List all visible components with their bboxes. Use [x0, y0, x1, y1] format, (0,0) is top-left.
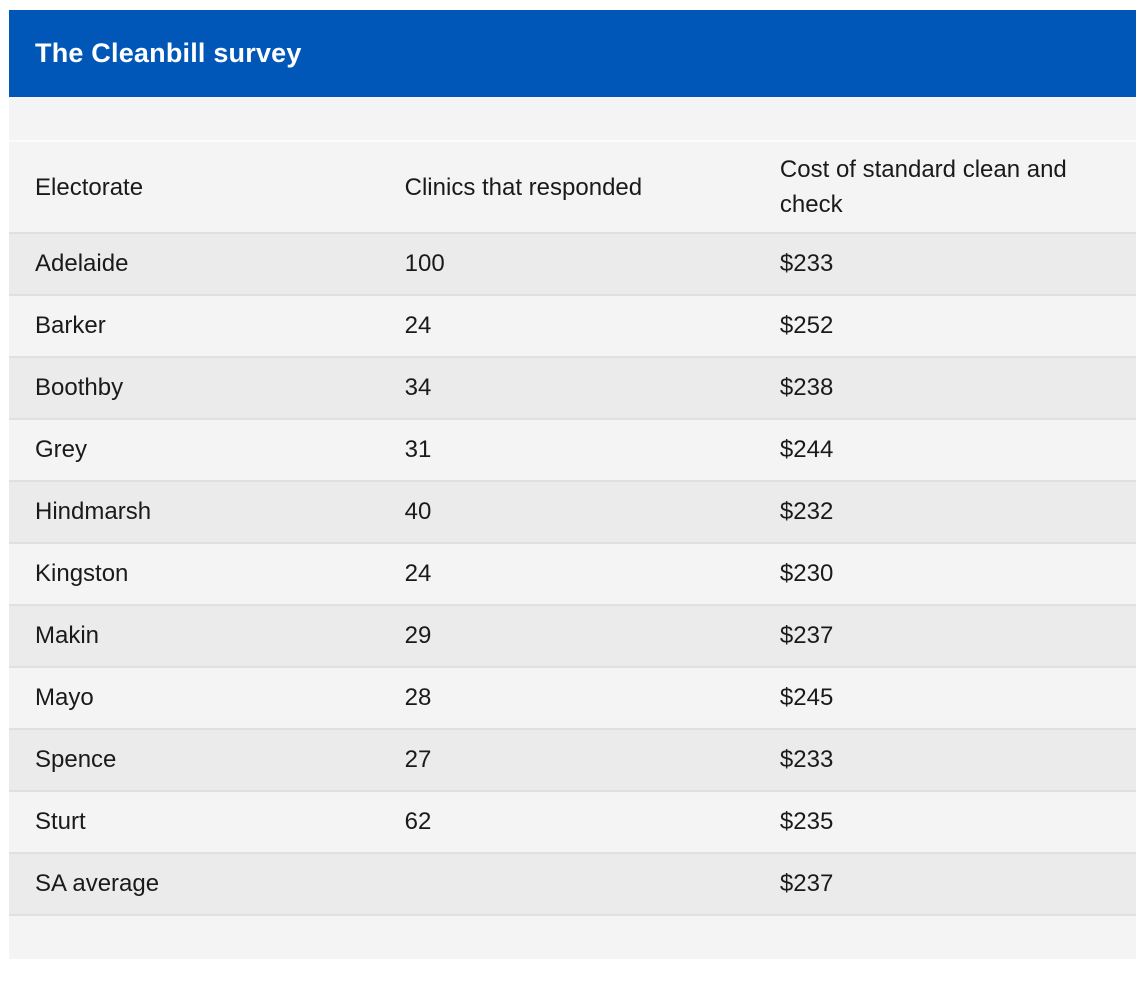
- cell-cost: $233: [753, 232, 1136, 295]
- title-bar: The Cleanbill survey: [9, 10, 1136, 97]
- cell-electorate: Spence: [9, 728, 379, 791]
- cell-clinics: 29: [378, 604, 754, 667]
- table-row: Kingston 24 $230: [9, 542, 1136, 605]
- column-header-clinics: Clinics that responded: [378, 140, 754, 233]
- cell-cost: $237: [753, 604, 1136, 667]
- table-row: Mayo 28 $245: [9, 666, 1136, 729]
- table-row: Makin 29 $237: [9, 604, 1136, 667]
- cell-electorate: Grey: [9, 418, 379, 481]
- cell-clinics: 34: [378, 356, 754, 419]
- cell-cost: $238: [753, 356, 1136, 419]
- table-body: Adelaide 100 $233 Barker 24 $252 Boothby…: [9, 232, 1136, 916]
- column-header-cost: Cost of standard clean and check: [753, 140, 1136, 233]
- table-header-row: Electorate Clinics that responded Cost o…: [9, 140, 1136, 233]
- table-row: Sturt 62 $235: [9, 790, 1136, 853]
- cell-electorate: Adelaide: [9, 232, 379, 295]
- cell-clinics: 24: [378, 542, 754, 605]
- column-header-electorate: Electorate: [9, 140, 379, 233]
- cell-electorate: Boothby: [9, 356, 379, 419]
- cell-cost: $230: [753, 542, 1136, 605]
- cell-electorate: Sturt: [9, 790, 379, 853]
- cell-clinics: 31: [378, 418, 754, 481]
- cell-cost: $237: [753, 852, 1136, 916]
- survey-table: Electorate Clinics that responded Cost o…: [9, 140, 1136, 916]
- cell-cost: $233: [753, 728, 1136, 791]
- table-row: Barker 24 $252: [9, 294, 1136, 357]
- cell-electorate: Mayo: [9, 666, 379, 729]
- table-row: Hindmarsh 40 $232: [9, 480, 1136, 543]
- cell-clinics: [378, 852, 754, 916]
- cell-clinics: 27: [378, 728, 754, 791]
- cell-clinics: 28: [378, 666, 754, 729]
- cell-electorate: Hindmarsh: [9, 480, 379, 543]
- card-body: Electorate Clinics that responded Cost o…: [9, 97, 1136, 959]
- page-title: The Cleanbill survey: [35, 38, 302, 68]
- table-row: Spence 27 $233: [9, 728, 1136, 791]
- cell-clinics: 62: [378, 790, 754, 853]
- cell-clinics: 100: [378, 232, 754, 295]
- cell-cost: $245: [753, 666, 1136, 729]
- cell-cost: $244: [753, 418, 1136, 481]
- table-row: Adelaide 100 $233: [9, 232, 1136, 295]
- cell-electorate: SA average: [9, 852, 379, 916]
- table-row: Boothby 34 $238: [9, 356, 1136, 419]
- cell-clinics: 40: [378, 480, 754, 543]
- cell-electorate: Makin: [9, 604, 379, 667]
- cell-electorate: Kingston: [9, 542, 379, 605]
- table-row: SA average $237: [9, 852, 1136, 916]
- cell-clinics: 24: [378, 294, 754, 357]
- survey-card: The Cleanbill survey Electorate Clinics …: [9, 10, 1136, 959]
- page: The Cleanbill survey Electorate Clinics …: [9, 10, 1136, 959]
- table-row: Grey 31 $244: [9, 418, 1136, 481]
- cell-cost: $235: [753, 790, 1136, 853]
- cell-cost: $252: [753, 294, 1136, 357]
- cell-cost: $232: [753, 480, 1136, 543]
- cell-electorate: Barker: [9, 294, 379, 357]
